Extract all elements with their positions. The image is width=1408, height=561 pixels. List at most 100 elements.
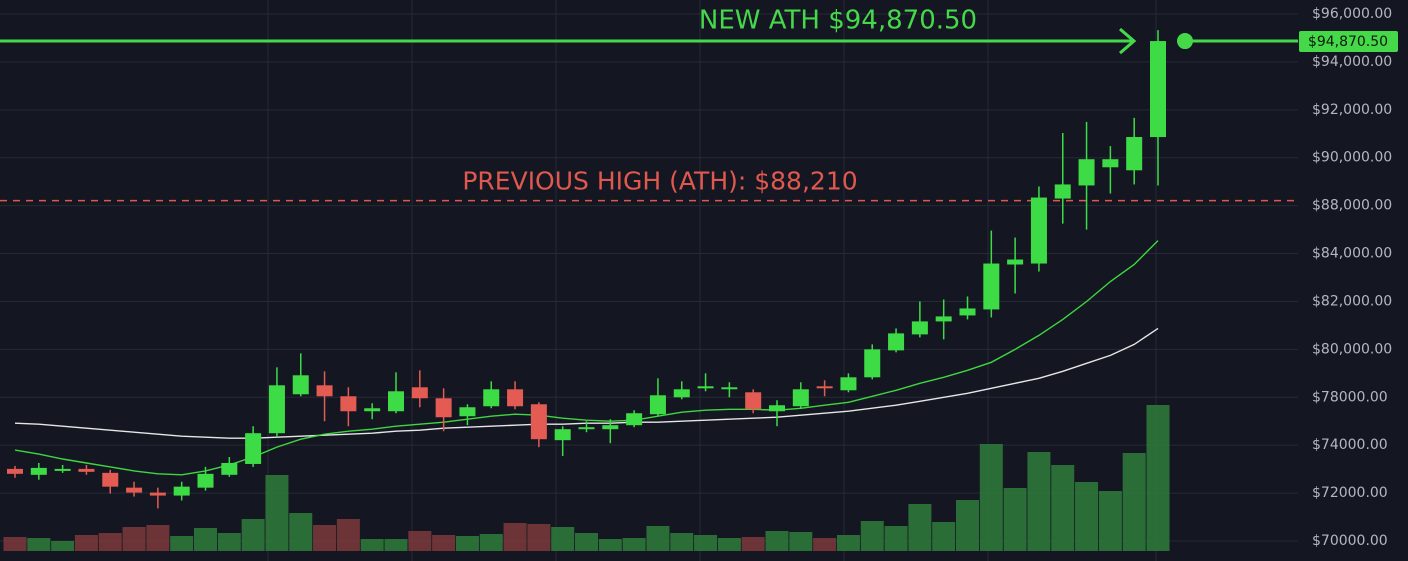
volume-bar [98, 533, 122, 551]
volume-bar [622, 538, 646, 551]
candle-body [435, 398, 452, 418]
volume-bar [551, 527, 575, 551]
candle-body [30, 467, 47, 475]
ath-dot [1177, 33, 1193, 50]
volume-bar [598, 539, 622, 551]
candle-body [268, 385, 285, 434]
volume-bar [979, 444, 1003, 551]
candle-body [459, 407, 476, 417]
y-tick-label: $92,000.00 [1312, 102, 1392, 118]
volume-bar [241, 519, 265, 551]
volume-bar [670, 533, 694, 551]
price-tag [1299, 31, 1398, 53]
ath-arrowhead [1119, 27, 1137, 55]
volume-bar [717, 538, 741, 551]
volume-bar [313, 525, 337, 551]
y-tick-label: $84,000.00 [1312, 246, 1392, 262]
volume-bar [289, 513, 313, 551]
volume-bar [932, 522, 956, 551]
volume-bar [265, 475, 289, 551]
candle-body [911, 321, 928, 335]
y-tick-label: $94,000.00 [1312, 54, 1392, 70]
candle-body [340, 396, 357, 412]
volume-bar [479, 534, 503, 551]
volume-bar [860, 521, 884, 551]
candle-body [388, 391, 404, 412]
volume-bar [836, 535, 860, 551]
volume-bar [194, 528, 217, 551]
candle-body [649, 395, 666, 415]
volume-bar [146, 525, 170, 551]
volume-bar [51, 541, 75, 551]
volume-bar [360, 539, 384, 551]
y-tick-label: $96,000.00 [1312, 6, 1392, 22]
volume-bar [432, 535, 456, 551]
volume-bar [956, 500, 979, 551]
candle-body [983, 263, 1000, 310]
candle-body [126, 487, 143, 493]
candle-body [292, 375, 309, 395]
candle-body [1150, 41, 1166, 138]
volume-bar [74, 535, 98, 551]
candle-body [1126, 137, 1143, 171]
candle-body [102, 472, 119, 487]
candle-body [78, 468, 95, 472]
volume-bar [503, 523, 527, 551]
volume-bar [27, 538, 51, 551]
candle-body [578, 427, 595, 430]
y-tick-label: $82,000.00 [1312, 293, 1392, 309]
candle-body [197, 473, 214, 488]
volume-bar [1051, 465, 1075, 551]
volume-bar [884, 526, 908, 551]
candle-body [54, 468, 71, 471]
y-tick-label: $74000.00 [1312, 437, 1388, 453]
y-tick-label: $72000.00 [1312, 485, 1388, 501]
candle-body [673, 389, 690, 398]
y-tick-label: $80,000.00 [1312, 341, 1392, 357]
candle-body [245, 433, 262, 464]
candle-body [1054, 184, 1071, 199]
volume-bar [741, 537, 765, 551]
candle-body [530, 404, 547, 440]
candle-body [554, 429, 571, 441]
volume-bar [122, 527, 146, 551]
candle-body [626, 413, 643, 426]
candle-body [221, 462, 238, 475]
volume-bar [646, 526, 670, 551]
volume-bar [765, 531, 789, 551]
volume-bar [408, 531, 432, 551]
candle-body [697, 386, 714, 389]
volume-bar [336, 519, 360, 551]
candle-body [959, 308, 976, 316]
candle-body [935, 316, 952, 322]
candle-body [602, 425, 619, 430]
volume-bar [217, 533, 241, 551]
y-tick-label: $70000.00 [1312, 533, 1388, 549]
volume-bar [1098, 491, 1122, 551]
candle-body [745, 392, 762, 410]
volume-bar [694, 535, 718, 551]
candle-body [721, 387, 738, 390]
volume-bar [575, 533, 598, 551]
previous-high-label: PREVIOUS HIGH (ATH): $88,210 [462, 167, 857, 196]
volume-bar [527, 524, 551, 551]
candle-body [792, 389, 809, 407]
candle-body [864, 349, 881, 378]
candle-body [411, 387, 428, 399]
candle-body [1078, 159, 1095, 186]
candle-body [840, 377, 857, 391]
candle-body [316, 385, 333, 397]
ath-label: NEW ATH $94,870.50 [699, 6, 977, 36]
volume-bar [1075, 482, 1099, 551]
volume-bar [3, 537, 27, 551]
candle-body [1102, 159, 1119, 168]
volume-bar [1146, 405, 1170, 551]
volume-bar [908, 504, 932, 551]
candle-body [816, 386, 833, 389]
candle-body [483, 389, 500, 407]
volume-bar [1027, 452, 1051, 551]
candle-body [507, 389, 524, 407]
candle-body [364, 408, 381, 412]
candle-body [173, 486, 190, 496]
